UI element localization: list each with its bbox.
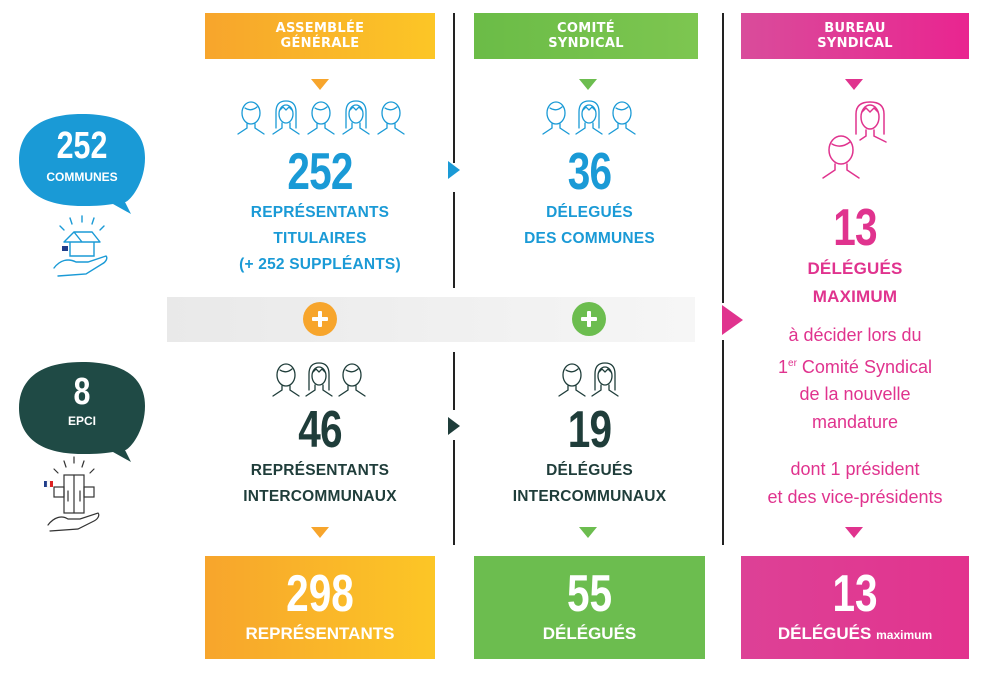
delegues-intercommunaux-count: 19 (567, 401, 612, 459)
epci-bubble: 8 EPCI (17, 358, 147, 468)
arrow-down-icon (845, 79, 863, 90)
arrow-down-icon (579, 527, 597, 538)
people-group-icon (237, 100, 405, 135)
label-line: (+ 252 SUPPLÉANTS) (239, 256, 401, 273)
delegues-communes-label: DÉLEGUÉS DES COMMUNES (474, 200, 705, 252)
header-line: COMITÉ (557, 21, 615, 36)
label-line: DÉLEGUÉS (546, 204, 633, 221)
bubble-label: COMMUNES (46, 170, 118, 184)
divider (722, 340, 724, 545)
header-line: GÉNÉRALE (280, 36, 360, 51)
divider (453, 440, 455, 545)
label-line: REPRÉSENTANTS (250, 462, 390, 479)
label-line: DÉLÉGUÉS (546, 462, 633, 479)
bureau-delegues-label: DÉLÉGUÉS MAXIMUM (741, 255, 969, 311)
label-line: DÉLÉGUÉS (807, 259, 903, 278)
description-line: à décider lors du (788, 325, 922, 345)
arrow-down-icon (311, 527, 329, 538)
plus-icon (303, 302, 337, 336)
house-in-hand-icon (53, 215, 108, 277)
two-people-icon (822, 101, 887, 179)
description-line: mandature (811, 411, 899, 432)
divider (453, 192, 455, 288)
label-line: INTERCOMMUNAUX (243, 488, 397, 505)
total-number: 298 (286, 565, 354, 623)
total-label: REPRÉSENTANTS (245, 624, 395, 643)
representants-intercommunaux-label: REPRÉSENTANTS INTERCOMMUNAUX (195, 458, 445, 510)
description-line: de la nouvelle (799, 384, 911, 404)
people-group-icon (558, 362, 619, 397)
header-comite-syndical: COMITÉ SYNDICAL (474, 13, 698, 59)
delegues-communes-count: 36 (567, 143, 612, 201)
total-comite-box: 55 DÉLÉGUÉS (474, 556, 705, 659)
representants-titulaires-label: REPRÉSENTANTS TITULAIRES (+ 252 SUPPLÉAN… (205, 200, 435, 278)
description-line: et des vice-présidents (767, 486, 943, 507)
representants-titulaires-count: 252 (287, 143, 353, 201)
total-label: DÉLÉGUÉS (542, 624, 637, 643)
header-line: ASSEMBLÉE (275, 21, 365, 36)
bubble-number: 252 (56, 125, 108, 167)
ordinal-suffix: er (788, 357, 797, 369)
speech-bubble-icon (19, 362, 145, 462)
delegues-intercommunaux-label: DÉLÉGUÉS INTERCOMMUNAUX (464, 458, 715, 510)
speech-bubble-icon (19, 114, 145, 214)
arrow-right-icon (448, 161, 460, 179)
total-label: DÉLÉGUÉS maximum (741, 624, 969, 645)
arrow-down-icon (845, 527, 863, 538)
bubble-label: EPCI (67, 414, 96, 428)
label-line: REPRÉSENTANTS (250, 204, 390, 221)
label-line: TITULAIRES (273, 230, 367, 247)
divider (453, 352, 455, 410)
total-bureau-box: 13 DÉLÉGUÉS maximum (741, 556, 969, 659)
ordinal-number: 1 (778, 356, 789, 377)
header-line: BUREAU (824, 21, 886, 36)
total-number: 13 (832, 565, 878, 623)
description-line: dont 1 président (790, 459, 920, 479)
divider (453, 13, 455, 163)
arrow-right-icon (448, 417, 460, 435)
label-line: INTERCOMMUNAUX (512, 488, 667, 505)
communes-bubble: 252 COMMUNES (17, 110, 147, 220)
total-assemblee-box: 298 REPRÉSENTANTS (205, 556, 435, 659)
description-line: 1er Comité Syndical (741, 350, 969, 382)
total-label-suffix: maximum (876, 628, 933, 642)
label-line: MAXIMUM (812, 287, 898, 306)
header-bureau-syndical: BUREAU SYNDICAL (741, 13, 969, 59)
arrow-down-icon (311, 79, 329, 90)
plus-icon (572, 302, 606, 336)
building-in-hand-icon (44, 456, 100, 532)
divider (722, 13, 724, 303)
bureau-description: à décider lors du 1er Comité Syndical de… (741, 322, 969, 436)
total-number: 55 (566, 565, 613, 623)
addition-band (167, 297, 695, 342)
label-line: DES COMMUNES (524, 230, 655, 247)
arrow-right-icon (722, 305, 743, 335)
description-text: Comité Syndical (796, 356, 932, 377)
bureau-composition: dont 1 président et des vice-présidents (741, 456, 969, 511)
people-group-icon (542, 100, 636, 135)
bureau-delegues-count: 13 (833, 199, 877, 257)
header-assemblee-generale: ASSEMBLÉE GÉNÉRALE (205, 13, 435, 59)
header-line: SYNDICAL (548, 36, 624, 51)
total-label-main: DÉLÉGUÉS (777, 624, 872, 643)
header-line: SYNDICAL (817, 36, 893, 51)
representants-intercommunaux-count: 46 (298, 401, 342, 459)
bubble-number: 8 (73, 371, 91, 413)
people-group-icon (272, 362, 366, 397)
arrow-down-icon (579, 79, 597, 90)
